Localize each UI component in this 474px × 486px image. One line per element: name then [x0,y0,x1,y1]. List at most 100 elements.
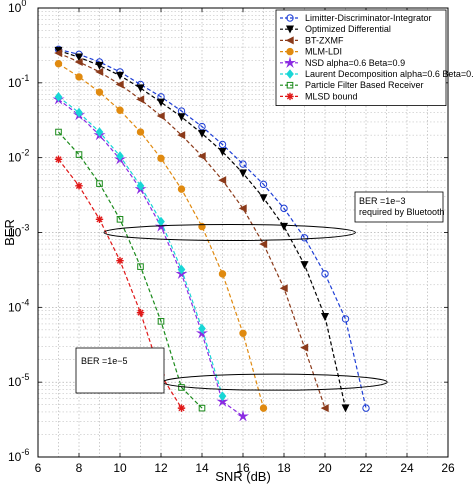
legend-marker [286,69,294,79]
ber-1e-3-ellipse [103,224,356,241]
data-point [156,112,165,121]
legend-marker [286,47,294,56]
legend-entry: NSD alpha=0.6 Beta=0.9 [280,56,405,68]
data-point [279,284,288,293]
series-line [58,63,265,409]
data-point [218,148,227,157]
x-tick-label: 20 [318,461,332,475]
data-point [218,391,227,401]
y-tick-exponent: -6 [21,447,29,457]
x-tick-label: 22 [359,461,373,475]
data-point [75,182,83,190]
y-tick-base: 10 [8,226,22,240]
y-tick-exponent: -3 [21,223,29,233]
data-point [238,204,247,213]
legend-marker [285,25,295,34]
data-point [259,404,268,412]
series-curves [52,45,370,422]
y-tick-label: 10-4 [8,297,29,314]
data-point [75,151,83,158]
data-point [321,270,329,278]
y-tick-base: 10 [8,76,22,90]
data-point [54,92,63,102]
legend-label: Limitter-Discriminator-Integrator [305,13,432,23]
data-point [239,329,247,337]
data-point [259,180,268,189]
legend-entry: Limitter-Discriminator-Integrator [280,13,432,23]
data-point [238,169,248,178]
y-tick-base: 10 [8,450,22,464]
data-point [178,384,185,391]
data-point [116,216,124,223]
data-point [74,53,84,62]
x-tick-labels: 6 8 10 12 14 16 18 20 22 24 26 [35,8,455,475]
series-line [58,48,367,409]
y-tick-label: 10-5 [8,372,29,389]
data-point [116,151,124,161]
data-point [96,180,103,187]
data-point [177,404,186,412]
data-point [320,404,329,413]
y-tick-label: 10-3 [8,223,29,240]
x-tick-label: 16 [236,461,250,475]
data-point [157,318,165,325]
annotation-text: BER =1e−3 [359,196,406,206]
legend-label: NSD alpha=0.6 Beta=0.9 [305,58,405,68]
legend-entry: Optimized Differential [280,24,391,34]
y-tick-base: 10 [8,375,22,389]
data-point [259,194,268,203]
legend-marker [285,36,294,45]
data-point [218,176,227,185]
data-point [95,127,104,137]
bluetooth-annotation-box [354,191,444,223]
data-point [137,263,144,270]
x-tick-label: 10 [113,461,127,475]
series-line [58,96,224,397]
data-point [218,140,227,149]
data-point [75,73,83,81]
data-point [177,113,186,122]
data-point [279,222,289,231]
data-point [198,122,206,131]
data-point [197,129,207,138]
legend-marker [286,92,294,101]
y-tick-label: 10-2 [8,148,29,165]
data-point [136,84,145,93]
legend-entry: MLM-LDI [280,47,342,57]
series [54,155,186,412]
data-point [259,240,268,249]
legend-label: Particle Filter Based Receiver [305,80,424,90]
legend-entry: BT-ZXMF [280,35,344,45]
data-point [75,107,83,118]
x-tick-label: 6 [35,461,42,475]
data-point [54,49,63,58]
legend-box [275,9,447,106]
legend-marker [286,81,294,89]
legend-label: MLSD bound [305,91,358,101]
x-tick-label: 12 [154,461,168,475]
y-tick-exponent: 0 [21,0,26,8]
data-point [95,61,104,70]
series [54,92,227,401]
data-point [55,128,62,136]
data-point [157,154,165,163]
x-tick-label: 26 [441,461,455,475]
series [54,49,329,413]
x-tick-label: 8 [76,461,83,475]
legend-marker [283,56,297,68]
y-tick-label: 100 [8,0,26,15]
data-point [280,204,288,213]
data-point [216,395,229,407]
legend-label: Laurent Decomposition alpha=0.6 Beta=0.9 [305,69,474,79]
data-point [115,80,124,89]
y-axis-label: BER [2,219,17,246]
y-tick-label: 10-6 [8,447,29,464]
data-point [198,404,206,412]
data-point [198,323,206,334]
y-tick-base: 10 [8,1,22,15]
legend-label: MLM-LDI [305,47,342,57]
data-point [177,131,186,140]
